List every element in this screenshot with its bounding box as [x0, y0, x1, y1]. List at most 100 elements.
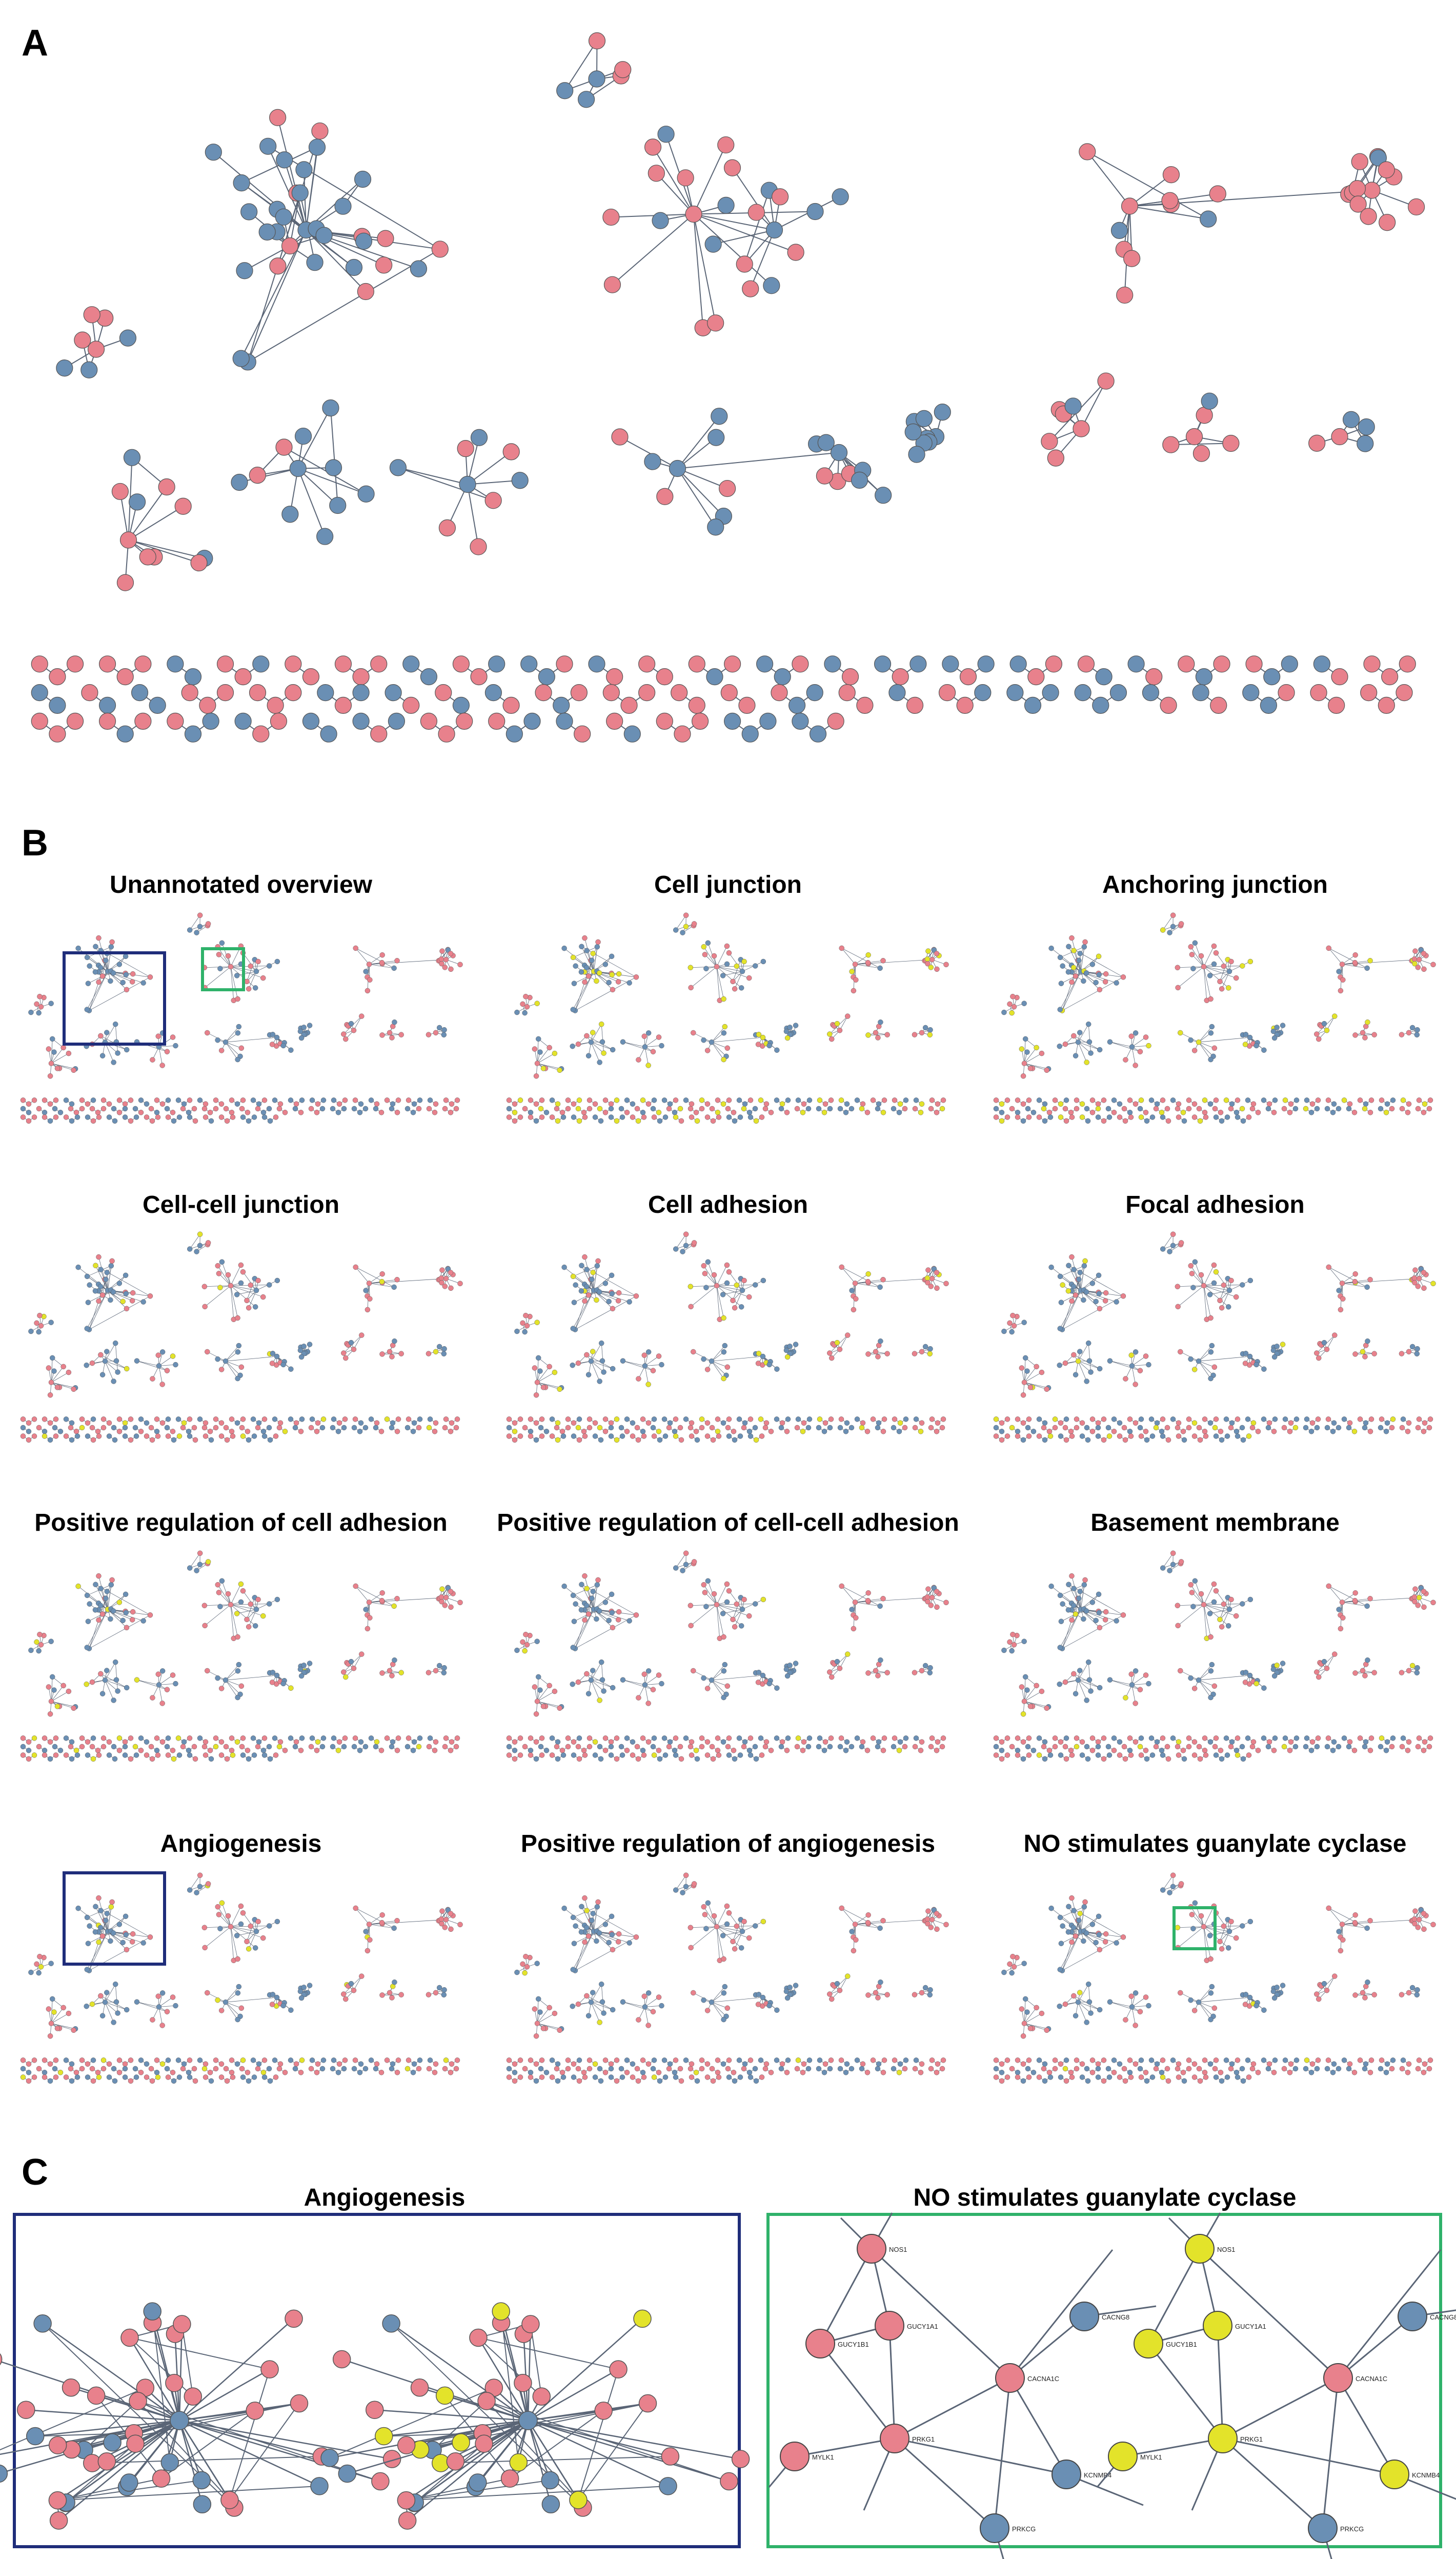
b5-edge — [711, 1361, 724, 1379]
a-edge — [677, 468, 716, 528]
b3-node — [1292, 1106, 1299, 1112]
b4-node — [201, 1425, 208, 1431]
b3-node — [1341, 1097, 1347, 1103]
b6-node — [1384, 1420, 1390, 1426]
b1-edge — [230, 966, 238, 999]
b1-node — [352, 1097, 358, 1103]
b1-node — [111, 1059, 116, 1065]
a-edge — [677, 452, 839, 469]
b7-node — [395, 1735, 401, 1741]
b3-node — [1239, 1106, 1245, 1112]
a-node — [232, 350, 250, 367]
b7-node — [99, 1691, 106, 1696]
b4-node — [368, 1416, 374, 1422]
b3-edge — [1071, 960, 1079, 983]
b6-node — [1011, 1323, 1017, 1329]
b3-node — [1357, 1097, 1363, 1103]
b5-node — [656, 1353, 662, 1359]
b3-edge — [1328, 948, 1343, 965]
b5-node — [583, 1284, 590, 1289]
b3-edge — [1109, 1042, 1141, 1052]
b1-node — [42, 1110, 48, 1115]
b4-edge — [225, 1361, 241, 1368]
b1-node — [384, 1097, 390, 1103]
b7-node — [236, 1662, 242, 1668]
b7-node — [362, 1744, 369, 1750]
b1-node — [218, 1101, 225, 1107]
b5-node — [683, 1243, 689, 1249]
b7-node — [100, 1735, 107, 1741]
b1-node — [203, 1114, 209, 1120]
b-title-9: Basement membrane — [1090, 1509, 1340, 1536]
b2-node — [689, 1114, 695, 1120]
b5-node — [724, 1364, 731, 1370]
b6-node — [1159, 1429, 1165, 1434]
b2-node — [747, 1097, 754, 1103]
b4-node — [427, 1416, 433, 1422]
b1-edge — [225, 1042, 238, 1060]
b5-node — [549, 1433, 555, 1439]
b5-node — [602, 1429, 609, 1434]
b2-node — [721, 996, 726, 1002]
b4-node — [87, 1282, 92, 1288]
b3-node — [1233, 1110, 1240, 1115]
b6-node — [1095, 1420, 1101, 1426]
b7-node — [170, 1672, 176, 1678]
b7-node — [109, 1577, 115, 1583]
b3-node — [1225, 985, 1231, 991]
b1-node — [123, 972, 129, 977]
b4-node — [26, 1429, 32, 1434]
b6-node — [1203, 1433, 1209, 1439]
b3-node — [1224, 1114, 1230, 1120]
b4-node — [116, 1429, 123, 1434]
b-title-12: NO stimulates guanylate cyclase — [1023, 1830, 1407, 1857]
a-node — [1245, 655, 1263, 673]
b6-node — [1399, 1425, 1405, 1431]
b3-node — [1274, 1025, 1280, 1030]
b1-node — [63, 1097, 69, 1103]
a-edge — [656, 173, 694, 215]
b3-edge — [1326, 1016, 1335, 1031]
b3-node — [1242, 1042, 1248, 1047]
b4-node — [358, 1420, 364, 1426]
b3-node — [1219, 986, 1225, 992]
b2-node — [537, 1049, 543, 1055]
b2-node — [523, 993, 529, 999]
b4-node — [202, 1304, 208, 1310]
b4-edge — [107, 1290, 127, 1309]
b5-node — [903, 1416, 909, 1422]
b5-node — [699, 1425, 705, 1431]
b6-node — [1426, 1425, 1432, 1431]
b7-node — [218, 1686, 225, 1691]
b7-node — [89, 1679, 95, 1685]
b4-node — [47, 1420, 53, 1426]
b7-node — [223, 1744, 229, 1750]
b3-edge — [1203, 966, 1237, 978]
b5-node — [579, 1263, 584, 1269]
b5-node — [571, 1420, 577, 1426]
b3-node — [1021, 1061, 1027, 1066]
b3-node — [1414, 1027, 1420, 1033]
b1-node — [366, 962, 372, 967]
b4-node — [138, 1416, 144, 1422]
b1-node — [288, 1097, 294, 1103]
b2-node — [584, 1033, 590, 1039]
b6-node — [1081, 1263, 1087, 1269]
b1-edge — [158, 1047, 163, 1066]
b3-node — [1030, 1110, 1037, 1115]
b7-edge — [225, 1680, 240, 1695]
b5-node — [922, 1344, 928, 1350]
a-node — [438, 519, 456, 536]
b4-node — [448, 1429, 454, 1434]
b2-node — [608, 1114, 614, 1120]
b3-node — [1272, 1097, 1278, 1103]
b6-node — [1093, 1298, 1099, 1305]
b6-node — [1365, 1338, 1370, 1344]
b3-edge — [1198, 1037, 1250, 1043]
a-node — [388, 712, 406, 730]
b4-node — [213, 1425, 219, 1431]
b7-node — [441, 1665, 447, 1671]
b6-node — [1057, 1362, 1062, 1368]
a-node — [111, 483, 129, 501]
b3-node — [1235, 1097, 1241, 1103]
